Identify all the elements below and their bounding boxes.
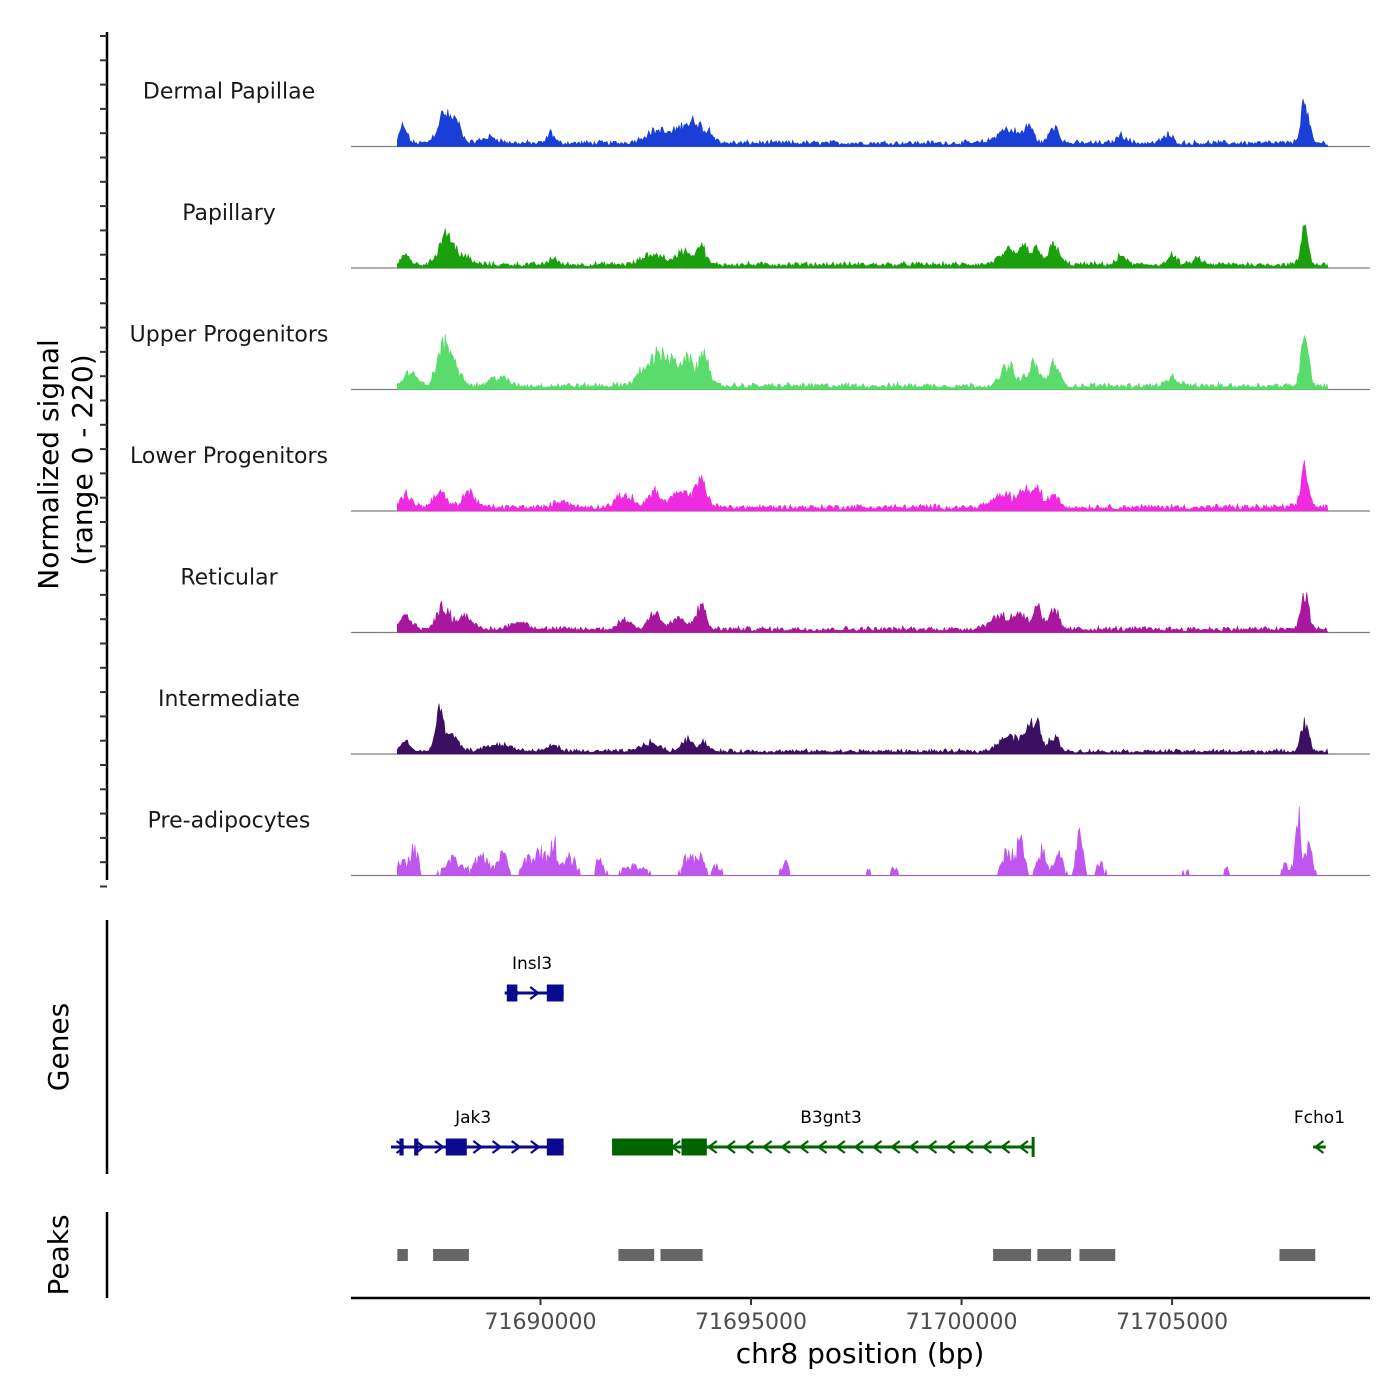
track-label: Pre-adipocytes — [148, 809, 311, 834]
strand-arrow — [835, 1140, 846, 1154]
y-axis-title-line2: (range 0 - 220) — [66, 354, 99, 565]
strand-arrow — [491, 1140, 503, 1154]
strand-arrow — [530, 1140, 541, 1154]
track-upper-progenitors: Upper Progenitors — [130, 323, 1370, 391]
strand-arrow — [908, 1140, 919, 1154]
strand-arrow — [944, 1140, 956, 1154]
gene-annotations: Insl3 Jak3 B3gnt3 Fcho1 — [391, 954, 1345, 1157]
track-label: Intermediate — [158, 687, 300, 712]
signal-tracks: Dermal Papillae Papillary Upper Progenitor… — [130, 80, 1370, 877]
strand-arrow — [926, 1140, 938, 1154]
gene-exon — [681, 1138, 707, 1156]
peak-bar — [993, 1249, 1032, 1261]
track-papillary: Papillary — [182, 201, 1370, 269]
signal-area — [397, 98, 1329, 147]
strand-arrow — [706, 1140, 718, 1154]
y-axis-title: Normalized signal (range 0 - 220) — [32, 330, 99, 589]
x-tick-label: 71690000 — [484, 1310, 596, 1335]
gene-exon — [612, 1138, 674, 1156]
x-tick-label: 71705000 — [1116, 1310, 1228, 1335]
signal-area — [397, 592, 1329, 633]
strand-arrow — [415, 1140, 426, 1154]
track-reticular: Reticular — [180, 566, 1370, 634]
peak-bar — [618, 1249, 655, 1261]
peak-regions — [397, 1249, 1316, 1261]
strand-arrow — [511, 1140, 522, 1154]
strand-arrow — [780, 1140, 791, 1154]
track-label: Reticular — [180, 566, 278, 591]
track-label: Upper Progenitors — [130, 323, 329, 348]
strand-arrow — [395, 1140, 407, 1154]
peak-bar — [660, 1249, 703, 1261]
peak-bar — [1079, 1249, 1116, 1261]
track-intermediate: Intermediate — [158, 687, 1370, 755]
genes-axis-title: Genes — [42, 1003, 75, 1091]
strand-arrow — [725, 1140, 736, 1154]
strand-arrow — [529, 986, 541, 1000]
gene-insl3: Insl3 — [504, 954, 564, 1002]
x-tick-label: 71695000 — [695, 1310, 807, 1335]
track-dermal-papillae: Dermal Papillae — [143, 80, 1370, 148]
strand-arrow — [871, 1140, 883, 1154]
signal-area — [397, 703, 1329, 755]
gene-exon — [546, 984, 564, 1002]
strand-arrow — [816, 1140, 828, 1154]
strand-arrow — [743, 1140, 755, 1154]
strand-arrow — [434, 1140, 445, 1154]
track-lower-progenitors: Lower Progenitors — [130, 444, 1370, 512]
gene-fcho1: Fcho1 — [1294, 1108, 1345, 1154]
x-axis-ticks: 71690000 71695000 71700000 71705000 — [484, 1298, 1228, 1335]
gene-label: Fcho1 — [1294, 1108, 1345, 1128]
strand-arrow — [890, 1140, 901, 1154]
strand-arrow — [981, 1140, 993, 1154]
strand-arrow — [999, 1140, 1011, 1154]
strand-arrow — [853, 1140, 864, 1154]
strand-arrow — [1018, 1140, 1029, 1154]
strand-arrow — [761, 1140, 773, 1154]
track-pre-adipocytes: Pre-adipocytes — [148, 806, 1370, 877]
x-axis-title: chr8 position (bp) — [736, 1337, 985, 1370]
gene-label: B3gnt3 — [800, 1108, 862, 1128]
gene-exon — [399, 1138, 404, 1156]
peak-bar — [397, 1249, 408, 1261]
gene-jak3: Jak3 — [391, 1108, 564, 1156]
x-tick-label: 71700000 — [906, 1310, 1018, 1335]
strand-arrow — [963, 1140, 974, 1154]
track-label: Papillary — [182, 201, 276, 226]
gene-label: Jak3 — [454, 1108, 491, 1128]
strand-arrow — [472, 1140, 484, 1154]
strand-arrow — [798, 1140, 809, 1154]
peak-bar — [1037, 1249, 1072, 1261]
gene-label: Insl3 — [512, 954, 552, 974]
gene-b3gnt3: B3gnt3 — [612, 1108, 1035, 1157]
gene-exon — [445, 1138, 467, 1156]
gene-exon — [506, 984, 518, 1002]
track-label: Dermal Papillae — [143, 80, 315, 105]
peaks-axis-title: Peaks — [42, 1214, 75, 1295]
strand-arrow — [1313, 1140, 1325, 1154]
peak-bar — [433, 1249, 469, 1261]
signal-area — [397, 460, 1329, 512]
y-axis-title-line1: Normalized signal — [32, 339, 65, 590]
gene-exon — [414, 1138, 419, 1156]
peak-bar — [1279, 1249, 1316, 1261]
signal-area — [397, 224, 1329, 269]
signal-area — [397, 806, 1328, 877]
track-label: Lower Progenitors — [130, 444, 328, 469]
gene-exon — [546, 1138, 564, 1156]
signal-area — [397, 334, 1329, 390]
signal-y-ticks — [100, 35, 107, 888]
